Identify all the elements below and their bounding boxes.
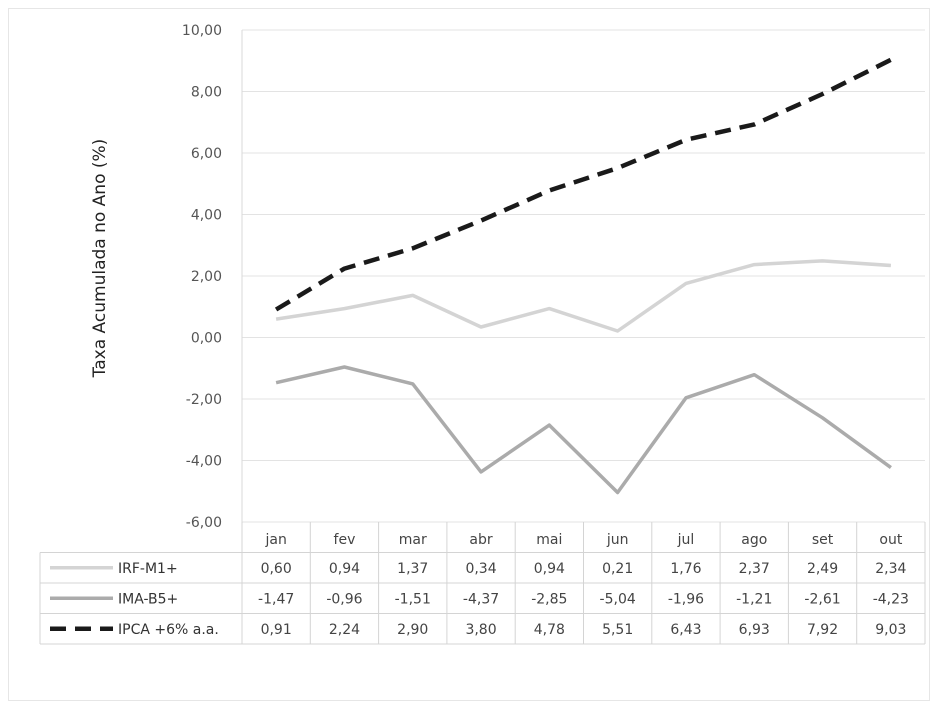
x-tick-label: fev [334,532,356,548]
x-tick-label: abr [469,532,492,548]
data-table-cell: 2,90 [397,622,428,638]
y-tick-label: 0,00 [191,331,222,347]
data-table-cell: -4,37 [463,591,499,607]
series-line-3 [274,57,892,312]
x-tick-label: set [812,532,834,548]
data-table-cell: -1,51 [395,591,431,607]
data-table-cell: 2,24 [329,622,360,638]
x-tick-label: mar [399,532,427,548]
data-table-cell: 3,80 [465,622,496,638]
data-table-cell: -1,21 [736,591,772,607]
y-tick-label: 8,00 [191,85,222,101]
data-table-cell: 6,43 [670,622,701,638]
y-tick-label: -6,00 [186,515,222,531]
y-tick-label: 6,00 [191,146,222,162]
y-tick-label: 10,00 [182,23,222,39]
y-axis-label: Taxa Acumulada no Ano (%) [90,139,110,379]
data-table-cell: 2,49 [807,561,838,577]
series-lines [274,57,892,495]
data-table-cell: 2,37 [739,561,770,577]
legend-label: IMA-B5+ [118,591,178,607]
y-tick-label: -4,00 [186,454,222,470]
data-table-cell: -1,47 [258,591,294,607]
series-line-1 [275,259,892,333]
x-tick-label: out [879,532,902,548]
legend-label: IRF-M1+ [118,561,178,577]
data-table-cell: -2,85 [531,591,567,607]
x-tick-label: jun [606,532,629,548]
data-table-cell: 9,03 [875,622,906,638]
series-line-2 [275,365,892,495]
data-table-cell: 2,34 [875,561,906,577]
data-table-cell: -0,96 [326,591,362,607]
data-table-cell: 0,21 [602,561,633,577]
data-table-cell: 0,91 [261,622,292,638]
legend-label: IPCA +6% a.a. [118,622,219,638]
y-tick-label: 2,00 [191,269,222,285]
x-tick-label: ago [741,532,767,548]
chart-frame [8,8,930,701]
data-table-cell: 7,92 [807,622,838,638]
x-tick-label: jan [264,532,286,548]
data-table-cell: 1,76 [670,561,701,577]
data-table: jan fev mar abr mai jun jul ago set out IRF-M1+ 0,6… [39,522,926,645]
y-tick-label: -2,00 [186,392,222,408]
data-table-cell: 6,93 [739,622,770,638]
x-tick-label: mai [536,532,562,548]
data-table-cell: 4,78 [534,622,565,638]
data-table-cell: 5,51 [602,622,633,638]
y-axis-ticks: 10,00 8,00 6,00 4,00 2,00 0,00 -2,00 -4,00 -6,00 [182,23,222,531]
x-tick-label: jul [677,532,695,548]
data-table-cell: 0,94 [534,561,565,577]
data-table-cell: -5,04 [600,591,636,607]
data-table-cell: -2,61 [804,591,840,607]
data-table-cell: 1,37 [397,561,428,577]
gridlines [241,29,925,523]
data-table-cell: 0,94 [329,561,360,577]
data-table-cell: 0,34 [465,561,496,577]
y-tick-label: 4,00 [191,208,222,224]
data-table-cell: 0,60 [261,561,292,577]
data-table-cell: -1,96 [668,591,704,607]
data-table-cell: -4,23 [873,591,909,607]
